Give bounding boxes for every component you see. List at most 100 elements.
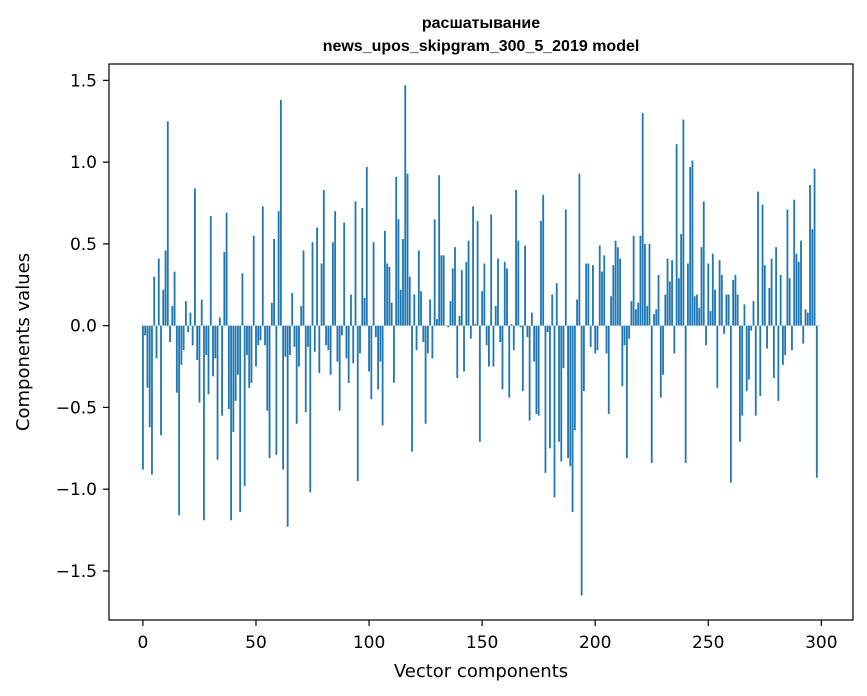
- bar-72: [304, 325, 307, 413]
- bar-217: [632, 235, 635, 326]
- bar-13: [171, 306, 174, 326]
- bar-294: [806, 312, 809, 326]
- bar-90: [345, 325, 348, 359]
- bar-258: [725, 294, 728, 326]
- bar-159: [501, 325, 504, 390]
- bar-204: [603, 255, 606, 326]
- bar-198: [589, 325, 592, 347]
- bar-296: [811, 229, 814, 326]
- bar-2: [146, 325, 149, 388]
- bar-34: [218, 317, 221, 326]
- bar-44: [241, 273, 244, 326]
- bar-238: [680, 234, 683, 326]
- bar-222: [644, 243, 646, 326]
- bar-179: [546, 325, 549, 333]
- bar-180: [549, 325, 551, 449]
- bar-241: [687, 263, 689, 326]
- bar-274: [761, 204, 764, 326]
- bar-287: [791, 325, 793, 351]
- bar-115: [402, 238, 404, 326]
- bar-209: [614, 240, 617, 326]
- bar-160: [503, 261, 506, 326]
- bar-173: [533, 325, 536, 362]
- bar-3: [148, 325, 151, 428]
- x-tick-label: 300: [805, 633, 837, 653]
- bar-42: [237, 325, 239, 375]
- bar-102: [372, 242, 375, 326]
- bar-176: [540, 220, 542, 326]
- bar-165: [515, 189, 517, 326]
- bar-240: [684, 325, 687, 464]
- bar-28: [205, 325, 208, 356]
- bar-177: [542, 194, 545, 326]
- bar-32: [214, 325, 217, 359]
- bar-230: [662, 325, 664, 375]
- bar-233: [668, 281, 671, 326]
- bar-127: [429, 299, 432, 326]
- bar-193: [578, 173, 581, 326]
- x-tick-label: 250: [692, 633, 724, 653]
- bar-290: [797, 261, 800, 326]
- bar-295: [809, 185, 811, 326]
- bar-203: [601, 271, 603, 326]
- bar-59: [275, 325, 278, 455]
- bar-89: [343, 222, 346, 326]
- bar-67: [293, 325, 296, 347]
- bar-77: [316, 227, 318, 326]
- bar-253: [714, 289, 716, 326]
- bar-175: [537, 325, 540, 416]
- bar-190: [571, 325, 574, 513]
- bar-133: [442, 255, 445, 326]
- bar-18: [182, 325, 185, 351]
- bar-263: [736, 294, 739, 326]
- bar-106: [381, 325, 384, 426]
- bar-194: [580, 325, 583, 596]
- bar-182: [553, 325, 556, 498]
- x-tick-label: 200: [579, 633, 611, 653]
- bar-229: [659, 325, 662, 398]
- bar-94: [354, 201, 357, 326]
- bar-78: [318, 325, 321, 374]
- bar-196: [585, 263, 588, 326]
- bar-137: [451, 268, 454, 326]
- x-tick-label: 50: [245, 633, 267, 653]
- bar-71: [302, 250, 305, 326]
- bar-35: [221, 325, 223, 416]
- bar-124: [422, 325, 425, 342]
- bar-171: [528, 325, 531, 421]
- bar-288: [793, 199, 796, 326]
- bar-276: [766, 325, 768, 349]
- bar-117: [406, 173, 409, 326]
- bar-64: [286, 325, 289, 527]
- bar-244: [693, 296, 696, 326]
- bar-55: [266, 325, 269, 411]
- bar-156: [494, 306, 497, 326]
- bar-116: [404, 85, 407, 326]
- bar-26: [200, 299, 203, 326]
- x-tick-label: 0: [138, 633, 149, 653]
- bar-152: [485, 325, 488, 346]
- bar-114: [399, 289, 402, 326]
- bar-269: [750, 325, 753, 331]
- bar-120: [413, 294, 416, 326]
- bar-85: [334, 211, 337, 326]
- bar-136: [449, 301, 452, 326]
- bar-266: [743, 304, 746, 326]
- bar-49: [252, 235, 255, 326]
- bar-216: [630, 301, 633, 326]
- bar-162: [508, 325, 511, 398]
- chart-subtitle: news_upos_skipgram_300_5_2019 model: [323, 38, 640, 55]
- bar-24: [196, 325, 199, 360]
- bar-254: [716, 325, 719, 388]
- bar-93: [352, 325, 355, 364]
- bar-6: [155, 325, 158, 359]
- bar-199: [592, 265, 594, 326]
- bar-218: [635, 309, 637, 326]
- bar-0: [142, 325, 144, 470]
- bar-260: [729, 325, 732, 483]
- bar-155: [492, 325, 495, 367]
- bar-5: [153, 276, 156, 326]
- bar-76: [313, 325, 316, 352]
- bar-235: [673, 325, 676, 354]
- bar-271: [754, 325, 757, 416]
